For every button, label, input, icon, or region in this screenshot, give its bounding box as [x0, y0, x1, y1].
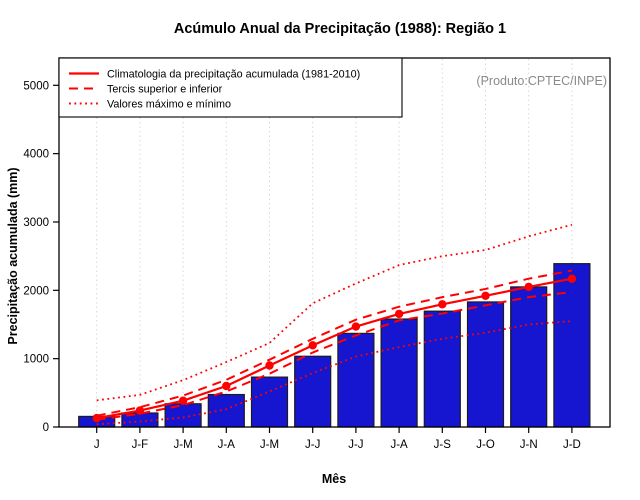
x-tick-label-10: J-N [520, 439, 538, 451]
line-layer [92, 223, 577, 426]
bar-J-O [466, 301, 505, 428]
climatology-point-J-O [481, 291, 490, 300]
x-tick-label-3: J-A [218, 439, 236, 451]
legend-label-terciles: Tercis superior e inferior [107, 84, 223, 96]
legend-box [58, 57, 403, 118]
bar-J-M [250, 376, 289, 428]
y-tick-label-4000: 4000 [23, 149, 49, 161]
series-line-dotted [96, 223, 573, 402]
climatology-point-J-S [438, 300, 447, 309]
x-tick-label-7: J-A [390, 439, 408, 451]
x-tick-label-1: J-F [132, 439, 149, 451]
y-tick-label-0: 0 [43, 422, 49, 434]
product-watermark: (Produto:CPTEC/INPE) [476, 74, 607, 88]
x-tick-label-4: J-M [260, 439, 279, 451]
bar-J-M [164, 403, 202, 428]
bar-J-D [553, 263, 591, 428]
x-tick-label-8: J-S [434, 439, 452, 451]
chart-title: Acúmulo Anual da Precipitação (1988): Re… [174, 21, 506, 37]
bar-J-J [294, 355, 332, 428]
legend-label-climatology: Climatologia da precipitação acumulada (… [107, 69, 360, 81]
y-tick-label-5000: 5000 [23, 80, 49, 92]
climatology-point-J-D [567, 274, 577, 283]
legend-label-max-min: Valores máximo e mínimo [107, 99, 231, 111]
x-axis-title: Mês [322, 472, 346, 486]
x-tick-label-5: J-J [305, 439, 320, 451]
bar-J-A [380, 318, 418, 428]
climatology-point-J-J [351, 322, 361, 331]
x-tick-label-0: J [94, 439, 100, 451]
x-tick-label-2: J-M [174, 439, 193, 451]
y-tick-label-3000: 3000 [23, 217, 49, 229]
climatology-point-J-A [222, 381, 231, 391]
bar-J-N [510, 286, 548, 428]
climatology-point-J-M [178, 396, 188, 405]
x-tick-label-11: J-D [563, 439, 581, 451]
y-tick-label-1000: 1000 [23, 354, 49, 366]
series-line-solid [96, 277, 573, 420]
bar-layer [78, 263, 591, 428]
climatology-point-J-J [308, 341, 317, 350]
x-tick-label-9: J-O [476, 439, 495, 451]
climatology-point-J-M [265, 361, 274, 370]
bar-J-J [337, 332, 375, 428]
bar-J-A [207, 393, 245, 428]
climatology-point-J-A [394, 309, 404, 319]
bar-J-S [423, 310, 461, 428]
x-tick-label-6: J-J [348, 439, 363, 451]
axis-layer: 0 1000 2000 3000 4000 5000 J J-F J-M J-A J-M J-J J-J… [23, 80, 580, 451]
series-line-dashed [96, 269, 573, 417]
series-line-dashed [96, 291, 573, 421]
y-tick-label-2000: 2000 [23, 285, 49, 297]
climatology-point-J-N [524, 282, 533, 292]
legend: Climatologia da precipitação acumulada (… [58, 57, 403, 118]
y-axis-title: Precipitação acumulada (mm) [6, 167, 20, 344]
